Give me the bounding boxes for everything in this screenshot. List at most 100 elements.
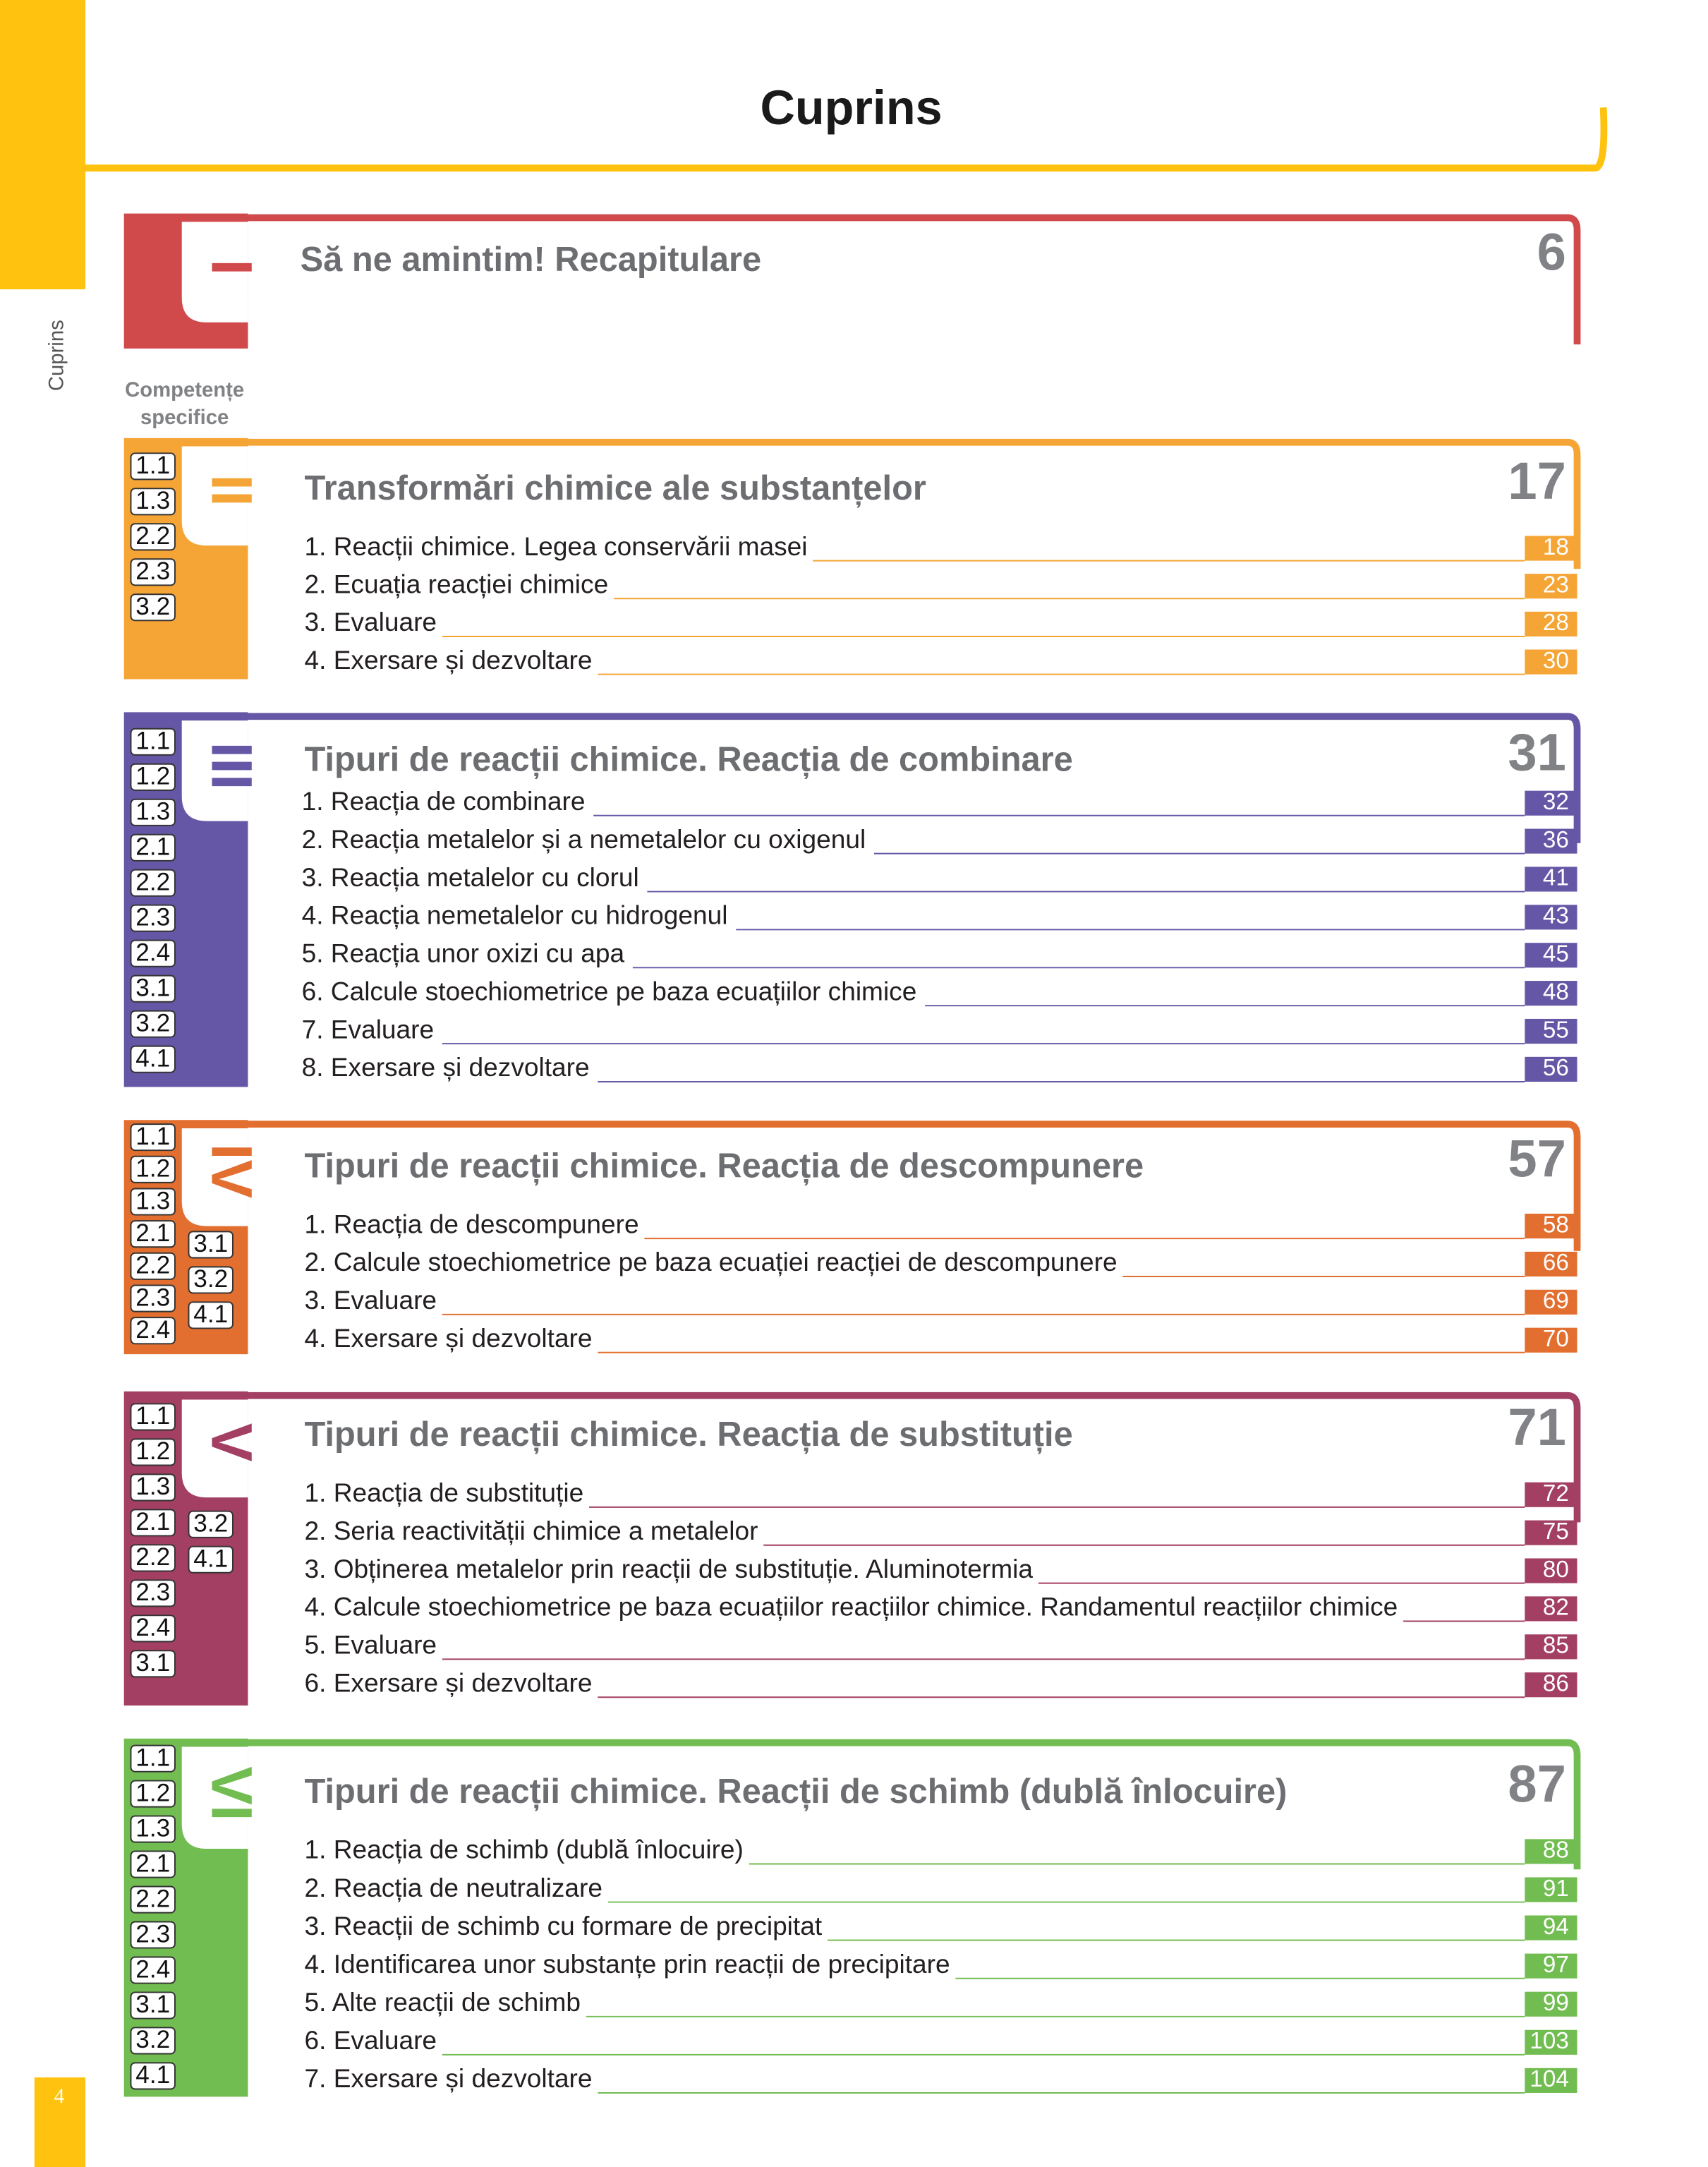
competence-code: 3.2 xyxy=(135,593,170,620)
competence-badge xyxy=(130,1815,176,1843)
lesson-page-badge xyxy=(1525,828,1577,854)
lesson-page-badge xyxy=(1525,1877,1577,1902)
competence-code: 2.2 xyxy=(135,1252,170,1279)
lesson-title: 6. Calcule stoechiometrice pe baza ecuaț… xyxy=(302,976,917,1006)
competence-badge xyxy=(130,1403,176,1431)
competence-code: 3.2 xyxy=(135,2026,170,2053)
competence-badge xyxy=(130,1650,176,1678)
competence-code: 1.3 xyxy=(135,487,170,514)
unit-notch xyxy=(181,1128,248,1226)
lesson-title: 4. Calcule stoechiometrice pe baza ecuaț… xyxy=(304,1592,1398,1622)
lesson-page: 94 xyxy=(1543,1914,1569,1940)
competence-badge xyxy=(130,763,176,791)
unit-notch xyxy=(181,720,248,821)
lesson-page: 28 xyxy=(1543,610,1569,636)
lesson-page: 72 xyxy=(1543,1480,1569,1507)
lesson-page-badge xyxy=(1525,1482,1577,1507)
lesson-page: 70 xyxy=(1543,1326,1569,1352)
lesson-title: 7. Evaluare xyxy=(302,1014,435,1044)
lesson-title: 3. Reacții de schimb cu formare de preci… xyxy=(304,1911,822,1940)
lesson-page: 23 xyxy=(1543,572,1569,598)
competence-code: 3.2 xyxy=(135,1009,170,1037)
competence-badge xyxy=(130,1921,176,1949)
lesson-page: 36 xyxy=(1543,827,1569,853)
unit-notch xyxy=(181,1746,248,1849)
lesson-title: 1. Reacția de combinare xyxy=(302,786,586,816)
lesson-title: 6. Exersare și dezvoltare xyxy=(304,1667,592,1697)
competence-code: 1.2 xyxy=(135,763,170,790)
lesson-page-badge xyxy=(1525,1327,1577,1353)
unit-border xyxy=(181,1739,1581,1870)
competence-badge xyxy=(130,593,176,622)
competence-badge xyxy=(130,904,176,932)
competence-badge xyxy=(130,1885,176,1914)
unit-numeral: IV xyxy=(199,1144,263,1199)
competence-badge xyxy=(130,728,176,756)
competence-badge xyxy=(130,1780,176,1808)
competence-badge xyxy=(130,1252,176,1280)
competence-code: 3.1 xyxy=(135,1649,170,1677)
competence-code: 1.2 xyxy=(135,1437,170,1465)
lesson-page-badge xyxy=(1525,536,1577,561)
competence-code: 2.4 xyxy=(135,1955,170,1983)
lesson-page: 43 xyxy=(1543,903,1569,929)
lesson-page: 45 xyxy=(1543,941,1569,967)
lesson-title: 7. Exersare și dezvoltare xyxy=(304,2063,592,2093)
lesson-page-badge xyxy=(1525,2029,1577,2055)
lesson-title: 1. Reacția de schimb (dublă înlocuire) xyxy=(304,1835,743,1864)
unit-numeral: VI xyxy=(199,1766,263,1821)
lesson-title: 2. Reacția metalelor și a nemetalelor cu… xyxy=(302,824,866,854)
competence-code: 2.3 xyxy=(135,1920,170,1948)
competence-code: 2.3 xyxy=(135,1579,170,1606)
lesson-page-badge xyxy=(1525,1213,1577,1239)
unit-page: 17 xyxy=(1508,452,1566,510)
lesson-title: 5. Reacția unor oxizi cu apa xyxy=(302,938,625,968)
side-tab xyxy=(0,0,86,289)
competence-code: 2.1 xyxy=(135,1508,170,1535)
lesson-page: 75 xyxy=(1543,1519,1569,1545)
lesson-page-badge xyxy=(1525,1251,1577,1277)
competence-badge xyxy=(130,1188,176,1216)
competence-badge xyxy=(130,1317,176,1345)
unit-numeral: III xyxy=(199,742,263,790)
lesson-page: 97 xyxy=(1543,1952,1569,1978)
competence-code: 2.3 xyxy=(135,903,170,931)
lesson-page: 18 xyxy=(1543,534,1569,560)
lesson-page-badge xyxy=(1525,574,1577,599)
competence-badge xyxy=(130,523,176,551)
lesson-page-badge xyxy=(1525,611,1577,636)
lesson-page: 80 xyxy=(1543,1557,1569,1583)
competence-badge xyxy=(130,1614,176,1643)
competences-label: specifice xyxy=(140,406,229,429)
competence-code: 3.1 xyxy=(135,974,170,1001)
competence-badge xyxy=(130,798,176,826)
competence-badge xyxy=(130,1155,176,1183)
lesson-page-badge xyxy=(1525,1558,1577,1583)
lesson-title: 5. Alte reacții de schimb xyxy=(304,1987,581,2017)
lesson-page-badge xyxy=(1525,1056,1577,1082)
page-title: Cuprins xyxy=(761,81,943,135)
competences-label: Competențe xyxy=(125,378,244,402)
unit-border xyxy=(181,438,1581,569)
page-tab xyxy=(34,2077,86,2167)
lesson-title: 3. Evaluare xyxy=(304,607,437,636)
competence-code: 4.1 xyxy=(193,1300,228,1328)
competence-badge xyxy=(130,1744,176,1773)
lesson-title: 4. Exersare și dezvoltare xyxy=(304,1323,592,1353)
competence-badge xyxy=(130,939,176,967)
lesson-title: 2. Seria reactivității chimice a metalel… xyxy=(304,1516,758,1545)
competence-code: 2.1 xyxy=(135,1219,170,1247)
lesson-page: 91 xyxy=(1543,1876,1569,1902)
lesson-title: 2. Reacția de neutralizare xyxy=(304,1873,602,1902)
competence-badge xyxy=(130,869,176,897)
lesson-title: 4. Identificarea unor substanțe prin rea… xyxy=(304,1949,950,1979)
competence-code: 2.4 xyxy=(135,938,170,966)
competence-code: 2.2 xyxy=(135,1543,170,1571)
lesson-page-badge xyxy=(1525,649,1577,675)
lesson-page-badge xyxy=(1525,1018,1577,1044)
lesson-page-badge xyxy=(1525,1672,1577,1698)
competence-code: 2.3 xyxy=(135,557,170,585)
competence-code: 1.1 xyxy=(135,452,170,479)
lesson-title: 3. Evaluare xyxy=(304,1285,437,1315)
competence-badge xyxy=(130,2027,176,2055)
